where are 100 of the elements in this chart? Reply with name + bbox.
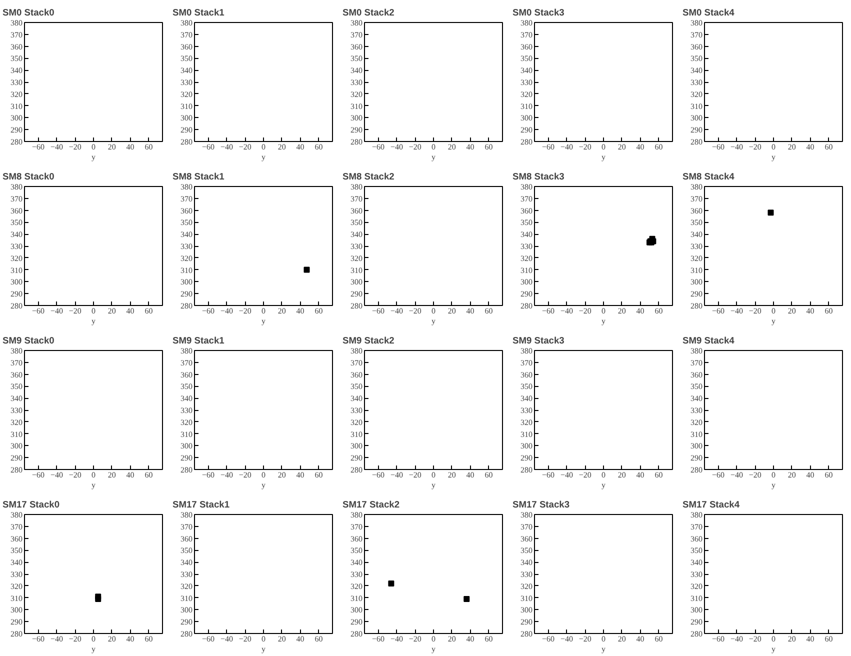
- x-tick-label: 0: [262, 142, 266, 152]
- y-tick-label: 290: [180, 126, 192, 135]
- y-tick-label: 300: [10, 114, 22, 123]
- x-tick-label: −20: [748, 634, 762, 644]
- y-tick-label: 380: [690, 182, 702, 192]
- y-tick-label: 360: [180, 206, 192, 216]
- x-tick-label: 20: [618, 470, 626, 480]
- y-tick-label: 340: [520, 558, 532, 568]
- x-tick-label: 60: [314, 470, 323, 480]
- x-tick-label: 60: [654, 306, 663, 316]
- y-tick-label: 320: [180, 90, 192, 99]
- y-tick-label: 310: [10, 102, 22, 111]
- x-tick-label: −20: [238, 470, 252, 480]
- chart-title: SM9 Stack0: [2, 336, 54, 346]
- y-tick-label: 380: [350, 182, 362, 192]
- x-axis-title: y: [772, 316, 776, 326]
- y-tick-label: 380: [180, 346, 192, 356]
- x-tick-label: 40: [466, 470, 474, 480]
- y-tick-label: 300: [690, 606, 702, 615]
- x-tick-label: 0: [602, 142, 606, 152]
- y-tick-label: 330: [180, 242, 192, 251]
- y-tick-label: 290: [10, 126, 22, 135]
- chart-title: SM0 Stack4: [682, 8, 736, 18]
- y-tick-label: 380: [520, 18, 532, 28]
- chart-title: SM8 Stack2: [342, 172, 394, 182]
- x-tick-label: 20: [108, 634, 116, 644]
- x-tick-label: 60: [484, 470, 493, 480]
- y-tick-label: 300: [180, 114, 192, 123]
- y-tick-label: 320: [690, 582, 702, 591]
- y-tick-label: 370: [180, 194, 192, 204]
- x-axis-title: y: [262, 644, 266, 654]
- chart-title: SM17 Stack0: [2, 500, 60, 510]
- x-tick-label: 0: [92, 634, 96, 644]
- x-tick-label: 0: [432, 142, 436, 152]
- y-tick-label: 370: [520, 522, 532, 532]
- y-tick-label: 350: [180, 54, 192, 64]
- x-tick-label: 40: [806, 634, 814, 644]
- x-tick-label: 0: [602, 470, 606, 480]
- y-tick-label: 350: [520, 54, 532, 64]
- y-tick-label: 310: [180, 102, 192, 111]
- chart-title: SM9 Stack1: [172, 336, 224, 346]
- y-tick-label: 380: [180, 182, 192, 192]
- y-tick-label: 290: [10, 618, 22, 627]
- y-tick-label: 310: [180, 266, 192, 275]
- chart-title: SM17 Stack1: [172, 500, 230, 510]
- x-tick-label: 20: [618, 634, 626, 644]
- y-tick-label: 340: [520, 394, 532, 404]
- y-tick-label: 300: [520, 114, 532, 123]
- y-tick-label: 380: [690, 18, 702, 28]
- y-tick-label: 360: [520, 42, 532, 52]
- x-tick-label: −40: [50, 634, 63, 644]
- x-tick-label: 60: [654, 634, 663, 644]
- x-tick-label: 20: [278, 142, 286, 152]
- x-tick-label: 0: [432, 306, 436, 316]
- x-tick-label: −20: [578, 634, 592, 644]
- y-tick-label: 330: [690, 406, 702, 415]
- x-tick-label: −60: [372, 634, 385, 644]
- y-tick-label: 280: [10, 466, 22, 474]
- x-tick-label: 40: [636, 470, 644, 480]
- y-tick-label: 320: [180, 254, 192, 263]
- y-tick-label: 330: [180, 78, 192, 87]
- y-tick-label: 280: [520, 630, 532, 638]
- y-tick-label: 290: [350, 126, 362, 135]
- x-tick-label: −40: [390, 634, 403, 644]
- y-tick-label: 300: [690, 114, 702, 123]
- y-tick-label: 370: [180, 358, 192, 368]
- y-tick-label: 370: [350, 358, 362, 368]
- y-tick-label: 320: [520, 582, 532, 591]
- x-tick-label: −60: [542, 142, 555, 152]
- x-axis-title: y: [602, 480, 606, 490]
- y-tick-label: 290: [520, 126, 532, 135]
- y-tick-label: 370: [10, 522, 22, 532]
- y-tick-label: 380: [10, 18, 22, 28]
- y-tick-label: 340: [10, 394, 22, 404]
- y-tick-label: 330: [10, 242, 22, 251]
- y-tick-label: 310: [180, 430, 192, 439]
- y-tick-label: 370: [350, 522, 362, 532]
- y-tick-label: 360: [690, 534, 702, 544]
- y-tick-label: 350: [520, 546, 532, 556]
- y-tick-label: 340: [690, 558, 702, 568]
- y-tick-label: 280: [690, 630, 702, 638]
- y-tick-label: 280: [10, 630, 22, 638]
- chart-title: SM0 Stack0: [2, 8, 54, 18]
- x-tick-label: −20: [408, 634, 422, 644]
- x-tick-label: −20: [578, 142, 592, 152]
- x-axis-title: y: [602, 644, 606, 654]
- y-tick-label: 310: [690, 594, 702, 603]
- x-tick-label: −60: [712, 142, 725, 152]
- x-tick-label: −60: [542, 470, 555, 480]
- x-axis-title: y: [772, 480, 776, 490]
- y-tick-label: 280: [520, 466, 532, 474]
- x-tick-label: 20: [618, 142, 626, 152]
- x-tick-label: 40: [126, 142, 134, 152]
- y-tick-label: 370: [180, 30, 192, 40]
- y-tick-label: 380: [180, 510, 192, 520]
- x-tick-label: −40: [730, 470, 743, 480]
- y-tick-label: 320: [180, 418, 192, 427]
- x-tick-label: 40: [296, 306, 304, 316]
- x-tick-label: −40: [560, 306, 573, 316]
- x-tick-label: −20: [238, 634, 252, 644]
